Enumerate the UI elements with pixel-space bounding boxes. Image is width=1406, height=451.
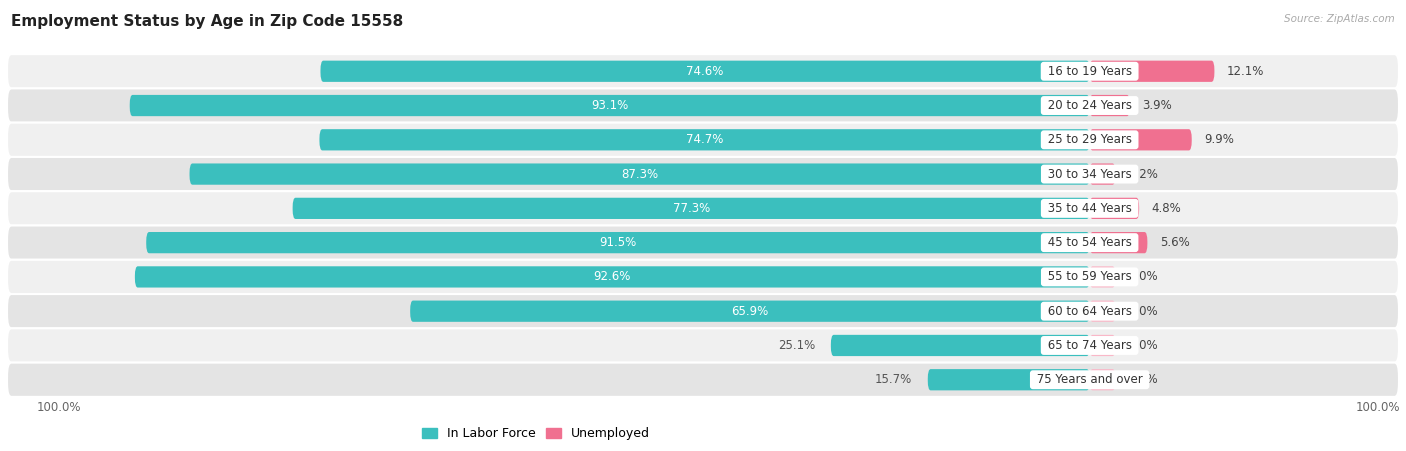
FancyBboxPatch shape bbox=[1090, 198, 1139, 219]
Text: 75 Years and over: 75 Years and over bbox=[1033, 373, 1146, 386]
Text: 65.9%: 65.9% bbox=[731, 305, 769, 318]
FancyBboxPatch shape bbox=[1090, 129, 1192, 151]
Text: 92.6%: 92.6% bbox=[593, 271, 631, 283]
Text: 91.5%: 91.5% bbox=[599, 236, 637, 249]
FancyBboxPatch shape bbox=[7, 294, 1399, 328]
Text: 15.7%: 15.7% bbox=[875, 373, 912, 386]
FancyBboxPatch shape bbox=[146, 232, 1090, 253]
Text: 0.0%: 0.0% bbox=[1128, 339, 1157, 352]
FancyBboxPatch shape bbox=[7, 363, 1399, 397]
FancyBboxPatch shape bbox=[831, 335, 1090, 356]
Text: 4.8%: 4.8% bbox=[1152, 202, 1181, 215]
FancyBboxPatch shape bbox=[1090, 163, 1115, 185]
FancyBboxPatch shape bbox=[1090, 335, 1115, 356]
Text: 45 to 54 Years: 45 to 54 Years bbox=[1043, 236, 1136, 249]
FancyBboxPatch shape bbox=[7, 328, 1399, 363]
FancyBboxPatch shape bbox=[7, 226, 1399, 260]
FancyBboxPatch shape bbox=[7, 88, 1399, 123]
FancyBboxPatch shape bbox=[1090, 95, 1130, 116]
FancyBboxPatch shape bbox=[7, 123, 1399, 157]
FancyBboxPatch shape bbox=[928, 369, 1090, 391]
Text: 77.3%: 77.3% bbox=[672, 202, 710, 215]
FancyBboxPatch shape bbox=[135, 266, 1090, 288]
FancyBboxPatch shape bbox=[321, 60, 1090, 82]
Text: 65 to 74 Years: 65 to 74 Years bbox=[1043, 339, 1136, 352]
Text: 74.6%: 74.6% bbox=[686, 65, 724, 78]
Text: 25.1%: 25.1% bbox=[778, 339, 815, 352]
FancyBboxPatch shape bbox=[1090, 232, 1147, 253]
FancyBboxPatch shape bbox=[1090, 266, 1115, 288]
FancyBboxPatch shape bbox=[7, 157, 1399, 191]
Text: 93.1%: 93.1% bbox=[591, 99, 628, 112]
FancyBboxPatch shape bbox=[411, 300, 1090, 322]
Text: 9.9%: 9.9% bbox=[1204, 133, 1234, 146]
Text: 0.0%: 0.0% bbox=[1128, 373, 1157, 386]
FancyBboxPatch shape bbox=[7, 54, 1399, 88]
FancyBboxPatch shape bbox=[7, 260, 1399, 294]
Text: 30 to 34 Years: 30 to 34 Years bbox=[1043, 168, 1136, 180]
Text: 2.2%: 2.2% bbox=[1128, 168, 1157, 180]
Text: 87.3%: 87.3% bbox=[621, 168, 658, 180]
FancyBboxPatch shape bbox=[292, 198, 1090, 219]
Text: 3.9%: 3.9% bbox=[1142, 99, 1173, 112]
Text: 55 to 59 Years: 55 to 59 Years bbox=[1043, 271, 1136, 283]
FancyBboxPatch shape bbox=[129, 95, 1090, 116]
FancyBboxPatch shape bbox=[7, 191, 1399, 226]
Text: 20 to 24 Years: 20 to 24 Years bbox=[1043, 99, 1136, 112]
Text: 60 to 64 Years: 60 to 64 Years bbox=[1043, 305, 1136, 318]
FancyBboxPatch shape bbox=[190, 163, 1090, 185]
FancyBboxPatch shape bbox=[1090, 369, 1115, 391]
FancyBboxPatch shape bbox=[319, 129, 1090, 151]
Text: 25 to 29 Years: 25 to 29 Years bbox=[1043, 133, 1136, 146]
Text: 5.6%: 5.6% bbox=[1160, 236, 1189, 249]
Text: Employment Status by Age in Zip Code 15558: Employment Status by Age in Zip Code 155… bbox=[11, 14, 404, 28]
Text: 0.0%: 0.0% bbox=[1128, 271, 1157, 283]
FancyBboxPatch shape bbox=[1090, 60, 1215, 82]
Text: 12.1%: 12.1% bbox=[1227, 65, 1264, 78]
Text: 16 to 19 Years: 16 to 19 Years bbox=[1043, 65, 1136, 78]
Text: 74.7%: 74.7% bbox=[686, 133, 723, 146]
Text: 35 to 44 Years: 35 to 44 Years bbox=[1043, 202, 1136, 215]
Text: 0.0%: 0.0% bbox=[1128, 305, 1157, 318]
Text: Source: ZipAtlas.com: Source: ZipAtlas.com bbox=[1284, 14, 1395, 23]
Legend: In Labor Force, Unemployed: In Labor Force, Unemployed bbox=[418, 423, 655, 446]
FancyBboxPatch shape bbox=[1090, 300, 1115, 322]
